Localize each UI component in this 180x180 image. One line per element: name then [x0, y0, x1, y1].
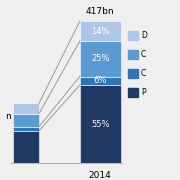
Text: 25%: 25% [91, 54, 109, 63]
Text: 417bn: 417bn [86, 7, 114, 16]
Text: D: D [141, 31, 147, 40]
Bar [13, 127, 39, 131]
Text: 2014: 2014 [89, 172, 112, 180]
Bar [13, 103, 39, 114]
Bar [128, 31, 138, 40]
Bar [13, 114, 39, 127]
Text: 55%: 55% [91, 120, 109, 129]
Bar [80, 76, 121, 85]
Text: P: P [141, 88, 146, 97]
Text: 14%: 14% [91, 27, 109, 36]
Text: C: C [141, 50, 146, 59]
Bar [80, 41, 121, 76]
Text: n: n [5, 112, 11, 121]
Bar [128, 50, 138, 59]
Bar [80, 21, 121, 41]
Text: C: C [141, 69, 146, 78]
Bar [13, 131, 39, 163]
Bar [128, 69, 138, 78]
Text: 6%: 6% [94, 76, 107, 85]
Bar [128, 88, 138, 97]
Bar [80, 85, 121, 163]
